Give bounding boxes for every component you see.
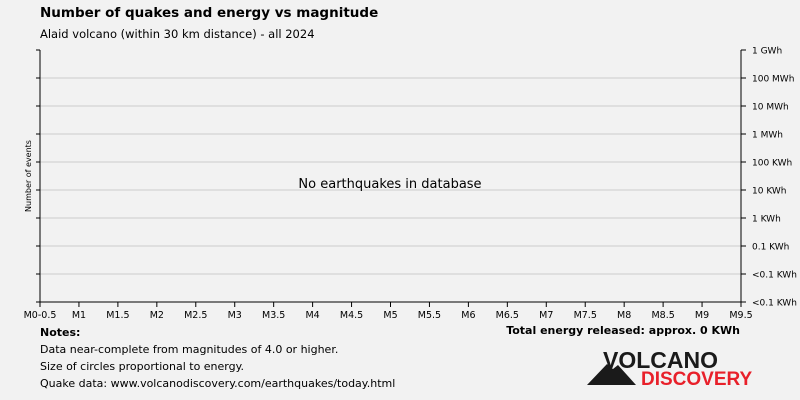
magnitude-tick-label: M7.5 [574,310,597,321]
magnitude-tick-label: M8 [617,310,631,321]
energy-tick-label: 0.1 KWh [752,243,789,253]
energy-tick-label: 1 MWh [752,131,783,141]
notes-block: Notes: Data near-complete from magnitude… [40,324,395,392]
magnitude-tick-label: M5 [383,310,397,321]
magnitude-tick-label: M0-0.5 [24,310,57,321]
energy-tick-label: 1 KWh [752,215,781,225]
magnitude-tick-label: M4.5 [340,310,363,321]
notes-line-3: Quake data: www.volcanodiscovery.com/ear… [40,377,396,390]
magnitude-tick-label: M1.5 [106,310,129,321]
magnitude-tick-label: M4 [305,310,319,321]
magnitude-tick-label: M5.5 [418,310,441,321]
magnitude-tick-label: M8.5 [651,310,674,321]
notes-line-2: Size of circles proportional to energy. [40,360,245,373]
magnitude-tick-label: M2 [150,310,164,321]
magnitude-tick-label: M2.5 [184,310,207,321]
energy-tick-label: 1 GWh [752,47,782,57]
magnitude-tick-label: M7 [539,310,553,321]
energy-tick-label: 10 MWh [752,103,789,113]
energy-tick-label: 10 KWh [752,187,787,197]
volcano-icon [587,364,636,385]
chart-subtitle: Alaid volcano (within 30 km distance) - … [40,27,315,41]
notes-heading: Notes: [40,326,81,339]
chart-title: Number of quakes and energy vs magnitude [40,5,379,21]
magnitude-tick-label: M6 [461,310,475,321]
logo-text-discovery: DISCOVERY [641,369,753,390]
volcanodiscovery-logo: VOLCANO DISCOVERY [587,348,753,390]
magnitude-tick-label: M9.5 [729,310,752,321]
energy-tick-label: 100 KWh [752,159,792,169]
energy-tick-label: <0.1 KWh [752,271,797,281]
magnitude-tick-label: M3 [228,310,242,321]
energy-tick-label: 100 MWh [752,75,794,85]
y-axis-label: Number of events [24,140,33,212]
no-data-message: No earthquakes in database [298,177,481,192]
magnitude-tick-label: M9 [695,310,709,321]
magnitude-tick-label: M3.5 [262,310,285,321]
notes-line-1: Data near-complete from magnitudes of 4.… [40,343,339,356]
magnitude-tick-label: M6.5 [496,310,519,321]
magnitude-tick-label: M1 [72,310,86,321]
energy-tick-label: <0.1 KWh [752,299,797,309]
total-energy: Total energy released: approx. 0 KWh [506,324,740,337]
logo-text-volcano: VOLCANO [603,348,718,373]
